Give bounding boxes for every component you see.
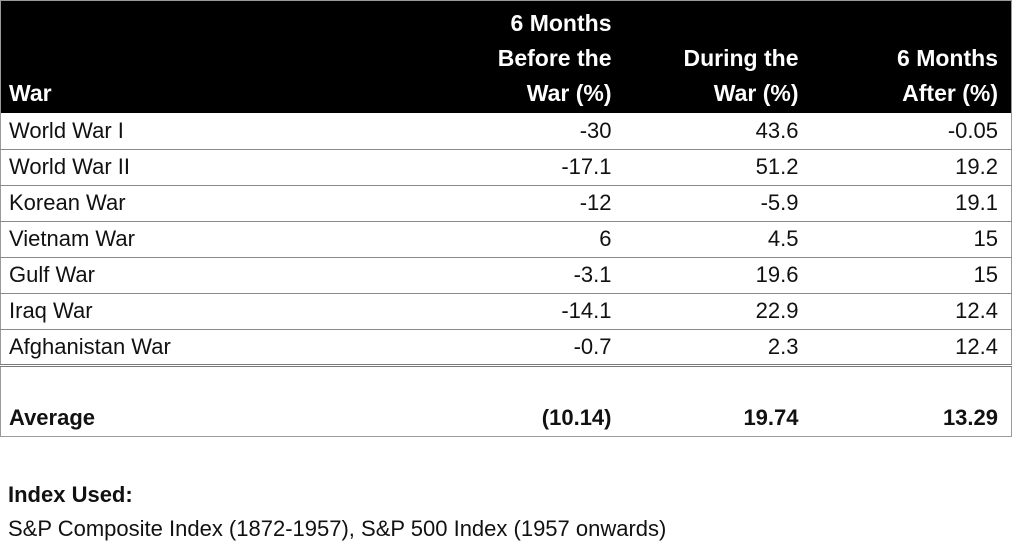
header-after-line-1: 6 Months [897,45,998,71]
before-value-cell: -14.1 [431,293,625,330]
spacer-cell [432,365,625,401]
war-name-cell: Gulf War [0,257,432,294]
war-name-cell: Iraq War [0,293,432,330]
header-after: 6 Months After (%) [812,1,1012,114]
table-header: War 6 Months Before the War (%) During t… [0,0,1012,114]
during-value-cell: 43.6 [624,113,812,150]
before-value-cell: -3.1 [431,257,625,294]
table-row: Afghanistan War -0.7 2.3 12.4 [0,329,1012,367]
after-value-cell: 12.4 [811,293,1012,330]
table-row: World War II -17.1 51.2 19.2 [0,149,1012,186]
after-value-cell: 19.1 [811,185,1012,222]
index-note-title: Index Used: [8,482,133,507]
before-value-cell: -30 [431,113,625,150]
war-name-cell: Afghanistan War [0,329,432,367]
before-value-cell: -0.7 [431,329,625,367]
table-body: World War I -30 43.6 -0.05 World War II … [0,113,1012,437]
header-during-line-2: War (%) [713,80,799,106]
average-during-cell: 19.74 [624,401,812,437]
during-value-cell: 19.6 [624,257,812,294]
table-row: Iraq War -14.1 22.9 12.4 [0,293,1012,330]
index-note-body: S&P Composite Index (1872-1957), S&P 500… [8,516,667,541]
header-before-line-1: 6 Months [510,10,612,36]
average-after-cell: 13.29 [811,401,1012,437]
during-value-cell: -5.9 [624,185,812,222]
header-during-line-1: During the [683,45,799,71]
spacer-cell [1,365,432,401]
after-value-cell: 12.4 [811,329,1012,367]
header-before-line-2: Before the [497,45,612,71]
after-value-cell: 19.2 [811,149,1012,186]
after-value-cell: 15 [811,221,1012,258]
table-row: Gulf War -3.1 19.6 15 [0,257,1012,294]
header-war-line-1: War [9,80,52,106]
table-row: World War I -30 43.6 -0.05 [0,113,1012,150]
after-value-cell: -0.05 [811,113,1012,150]
table-row: Vietnam War 6 4.5 15 [0,221,1012,258]
header-before: 6 Months Before the War (%) [432,1,625,114]
spacer-cell [812,365,1012,401]
index-note: Index Used: S&P Composite Index (1872-19… [8,478,666,546]
average-label-cell: Average [0,401,432,437]
war-returns-table: War 6 Months Before the War (%) During t… [0,0,1012,437]
during-value-cell: 4.5 [624,221,812,258]
average-before-cell: (10.14) [431,401,625,437]
before-value-cell: -17.1 [431,149,625,186]
during-value-cell: 51.2 [624,149,812,186]
average-row: Average (10.14) 19.74 13.29 [0,401,1012,437]
returns-table-container: War 6 Months Before the War (%) During t… [0,0,1012,437]
after-value-cell: 15 [811,257,1012,294]
table-row: Korean War -12 -5.9 19.1 [0,185,1012,222]
war-name-cell: Korean War [0,185,432,222]
before-value-cell: 6 [431,221,625,258]
during-value-cell: 22.9 [624,293,812,330]
header-row: War 6 Months Before the War (%) During t… [0,0,1012,114]
header-during: During the War (%) [625,1,812,114]
during-value-cell: 2.3 [624,329,812,367]
before-value-cell: -12 [431,185,625,222]
header-before-line-3: War (%) [526,80,612,106]
header-after-line-2: After (%) [902,80,998,106]
spacer-cell [625,365,812,401]
war-name-cell: World War I [0,113,432,150]
header-war: War [1,1,432,114]
war-name-cell: World War II [0,149,432,186]
war-name-cell: Vietnam War [0,221,432,258]
spacer-row [1,365,1012,401]
